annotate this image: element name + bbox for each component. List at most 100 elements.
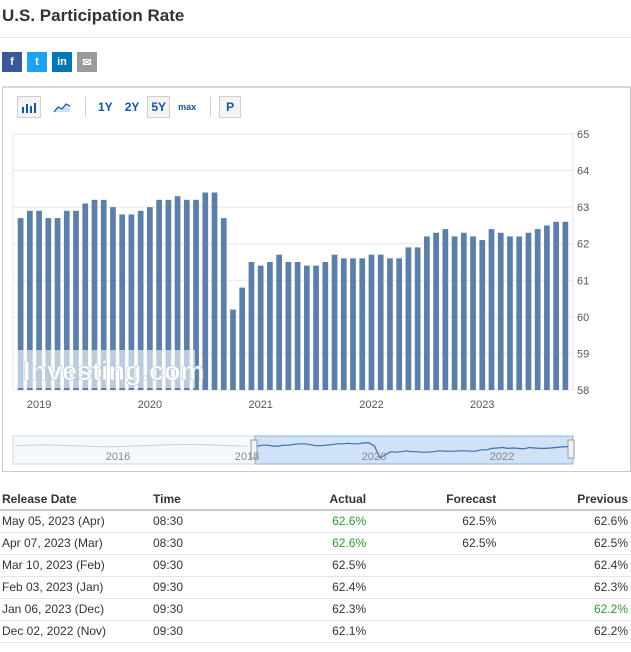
share-bar: f t in ✉ (2, 52, 97, 72)
bar[interactable] (387, 258, 393, 390)
bar[interactable] (544, 225, 550, 390)
bar[interactable] (470, 236, 476, 390)
bar[interactable] (239, 287, 246, 390)
bar[interactable] (303, 265, 310, 390)
bar[interactable] (359, 258, 366, 390)
bar[interactable] (562, 221, 569, 390)
bar[interactable] (257, 265, 264, 390)
bar[interactable] (82, 203, 89, 390)
chart-svg: 65 64 63 62 61 60 59 58 2019 2020 2021 2022 2023 In… (12, 129, 589, 465)
email-icon[interactable]: ✉ (77, 52, 97, 72)
navigator-right-handle[interactable] (567, 439, 575, 459)
bar[interactable] (211, 192, 218, 390)
chart-panel: 1Y 2Y 5Y max P 65 64 63 62 61 60 59 58 2019 2020… (2, 86, 631, 472)
bar[interactable] (73, 210, 79, 390)
range-2y-button[interactable]: 2Y (124, 100, 140, 114)
actual-cell: 62.5% (270, 554, 370, 577)
release-date-cell: Mar 10, 2023 (Feb) (0, 554, 150, 577)
bar[interactable] (553, 221, 560, 390)
bar[interactable] (165, 199, 172, 390)
bar[interactable] (294, 262, 301, 390)
bar[interactable] (331, 254, 338, 390)
y-tick-label: 60 (577, 312, 589, 324)
bar[interactable] (267, 262, 273, 390)
bar[interactable] (451, 236, 458, 390)
bar[interactable] (433, 232, 439, 390)
twitter-icon[interactable]: t (27, 52, 47, 72)
range-max-button[interactable]: max (178, 102, 197, 112)
forecast-cell (369, 620, 500, 643)
bar[interactable] (534, 229, 541, 390)
release-date-cell: Apr 07, 2023 (Mar) (0, 532, 150, 555)
bar[interactable] (36, 210, 42, 390)
bar[interactable] (91, 199, 98, 390)
navigator-selection[interactable] (254, 435, 574, 465)
facebook-icon[interactable]: f (2, 52, 22, 72)
header-time[interactable]: Time (150, 488, 270, 511)
bar[interactable] (350, 258, 356, 390)
bar[interactable] (54, 218, 61, 390)
bar[interactable] (497, 232, 504, 390)
table-row: May 05, 2023 (Apr) 08:30 62.6% 62.5% 62.6% (0, 510, 631, 533)
bar[interactable] (183, 199, 190, 390)
bar[interactable] (507, 236, 513, 390)
navigator[interactable]: 2016 2018 2020 2022 (12, 435, 575, 465)
bar[interactable] (276, 254, 283, 390)
bar[interactable] (17, 218, 24, 390)
bar[interactable] (119, 214, 126, 390)
bar[interactable] (516, 236, 523, 390)
p-button[interactable]: P (219, 96, 242, 118)
table-row: Jan 06, 2023 (Dec) 09:30 62.3% 62.2% (0, 598, 631, 621)
bar[interactable] (414, 247, 421, 390)
bar[interactable] (313, 265, 319, 390)
bar[interactable] (137, 210, 144, 390)
bar[interactable] (396, 258, 403, 390)
bar[interactable] (377, 254, 384, 390)
bar[interactable] (405, 247, 412, 390)
bar[interactable] (63, 210, 70, 390)
linkedin-icon[interactable]: in (52, 52, 72, 72)
forecast-cell: 62.5% (369, 510, 500, 533)
x-tick-label: 2020 (138, 399, 162, 411)
bar[interactable] (479, 240, 486, 390)
range-1y-button[interactable]: 1Y (98, 100, 113, 114)
bar[interactable] (230, 309, 236, 390)
bar[interactable] (100, 199, 107, 390)
bar[interactable] (424, 236, 430, 390)
bar[interactable] (442, 229, 449, 390)
bar[interactable] (147, 207, 153, 390)
bar[interactable] (202, 192, 209, 390)
bar[interactable] (340, 258, 347, 390)
y-tick-label: 62 (577, 239, 589, 251)
header-forecast[interactable]: Forecast (369, 488, 500, 511)
bar[interactable] (174, 196, 181, 390)
actual-cell: 62.1% (270, 620, 370, 643)
header-actual[interactable]: Actual (270, 488, 370, 511)
bar[interactable] (285, 262, 292, 390)
bar[interactable] (156, 199, 162, 390)
bar[interactable] (193, 199, 199, 390)
toolbar-divider (85, 97, 86, 117)
navigator-left-handle[interactable] (250, 439, 258, 459)
bar[interactable] (322, 262, 329, 390)
bar-chart-type-button[interactable] (17, 96, 41, 118)
bar[interactable] (128, 214, 135, 390)
bar[interactable] (525, 232, 532, 390)
bar[interactable] (488, 229, 495, 390)
bar[interactable] (110, 207, 116, 390)
bar[interactable] (368, 254, 375, 390)
time-cell: 09:30 (150, 598, 270, 621)
bar[interactable] (248, 262, 255, 390)
area-chart-type-button[interactable] (49, 96, 75, 118)
toolbar-divider (210, 97, 212, 117)
table-row: Dec 02, 2022 (Nov) 09:30 62.1% 62.2% (0, 620, 631, 643)
header-release-date[interactable]: Release Date (0, 488, 150, 511)
navigator-line (256, 442, 572, 459)
bar[interactable] (460, 232, 467, 390)
bar[interactable] (220, 218, 227, 390)
bar[interactable] (26, 210, 33, 390)
header-previous[interactable]: Previous (499, 488, 631, 511)
release-date-cell: May 05, 2023 (Apr) (0, 510, 150, 533)
range-5y-button[interactable]: 5Y (147, 96, 171, 118)
bar[interactable] (45, 218, 52, 390)
